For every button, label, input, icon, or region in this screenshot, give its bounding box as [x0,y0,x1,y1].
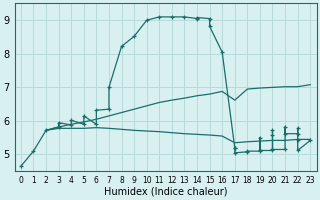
X-axis label: Humidex (Indice chaleur): Humidex (Indice chaleur) [104,187,227,197]
